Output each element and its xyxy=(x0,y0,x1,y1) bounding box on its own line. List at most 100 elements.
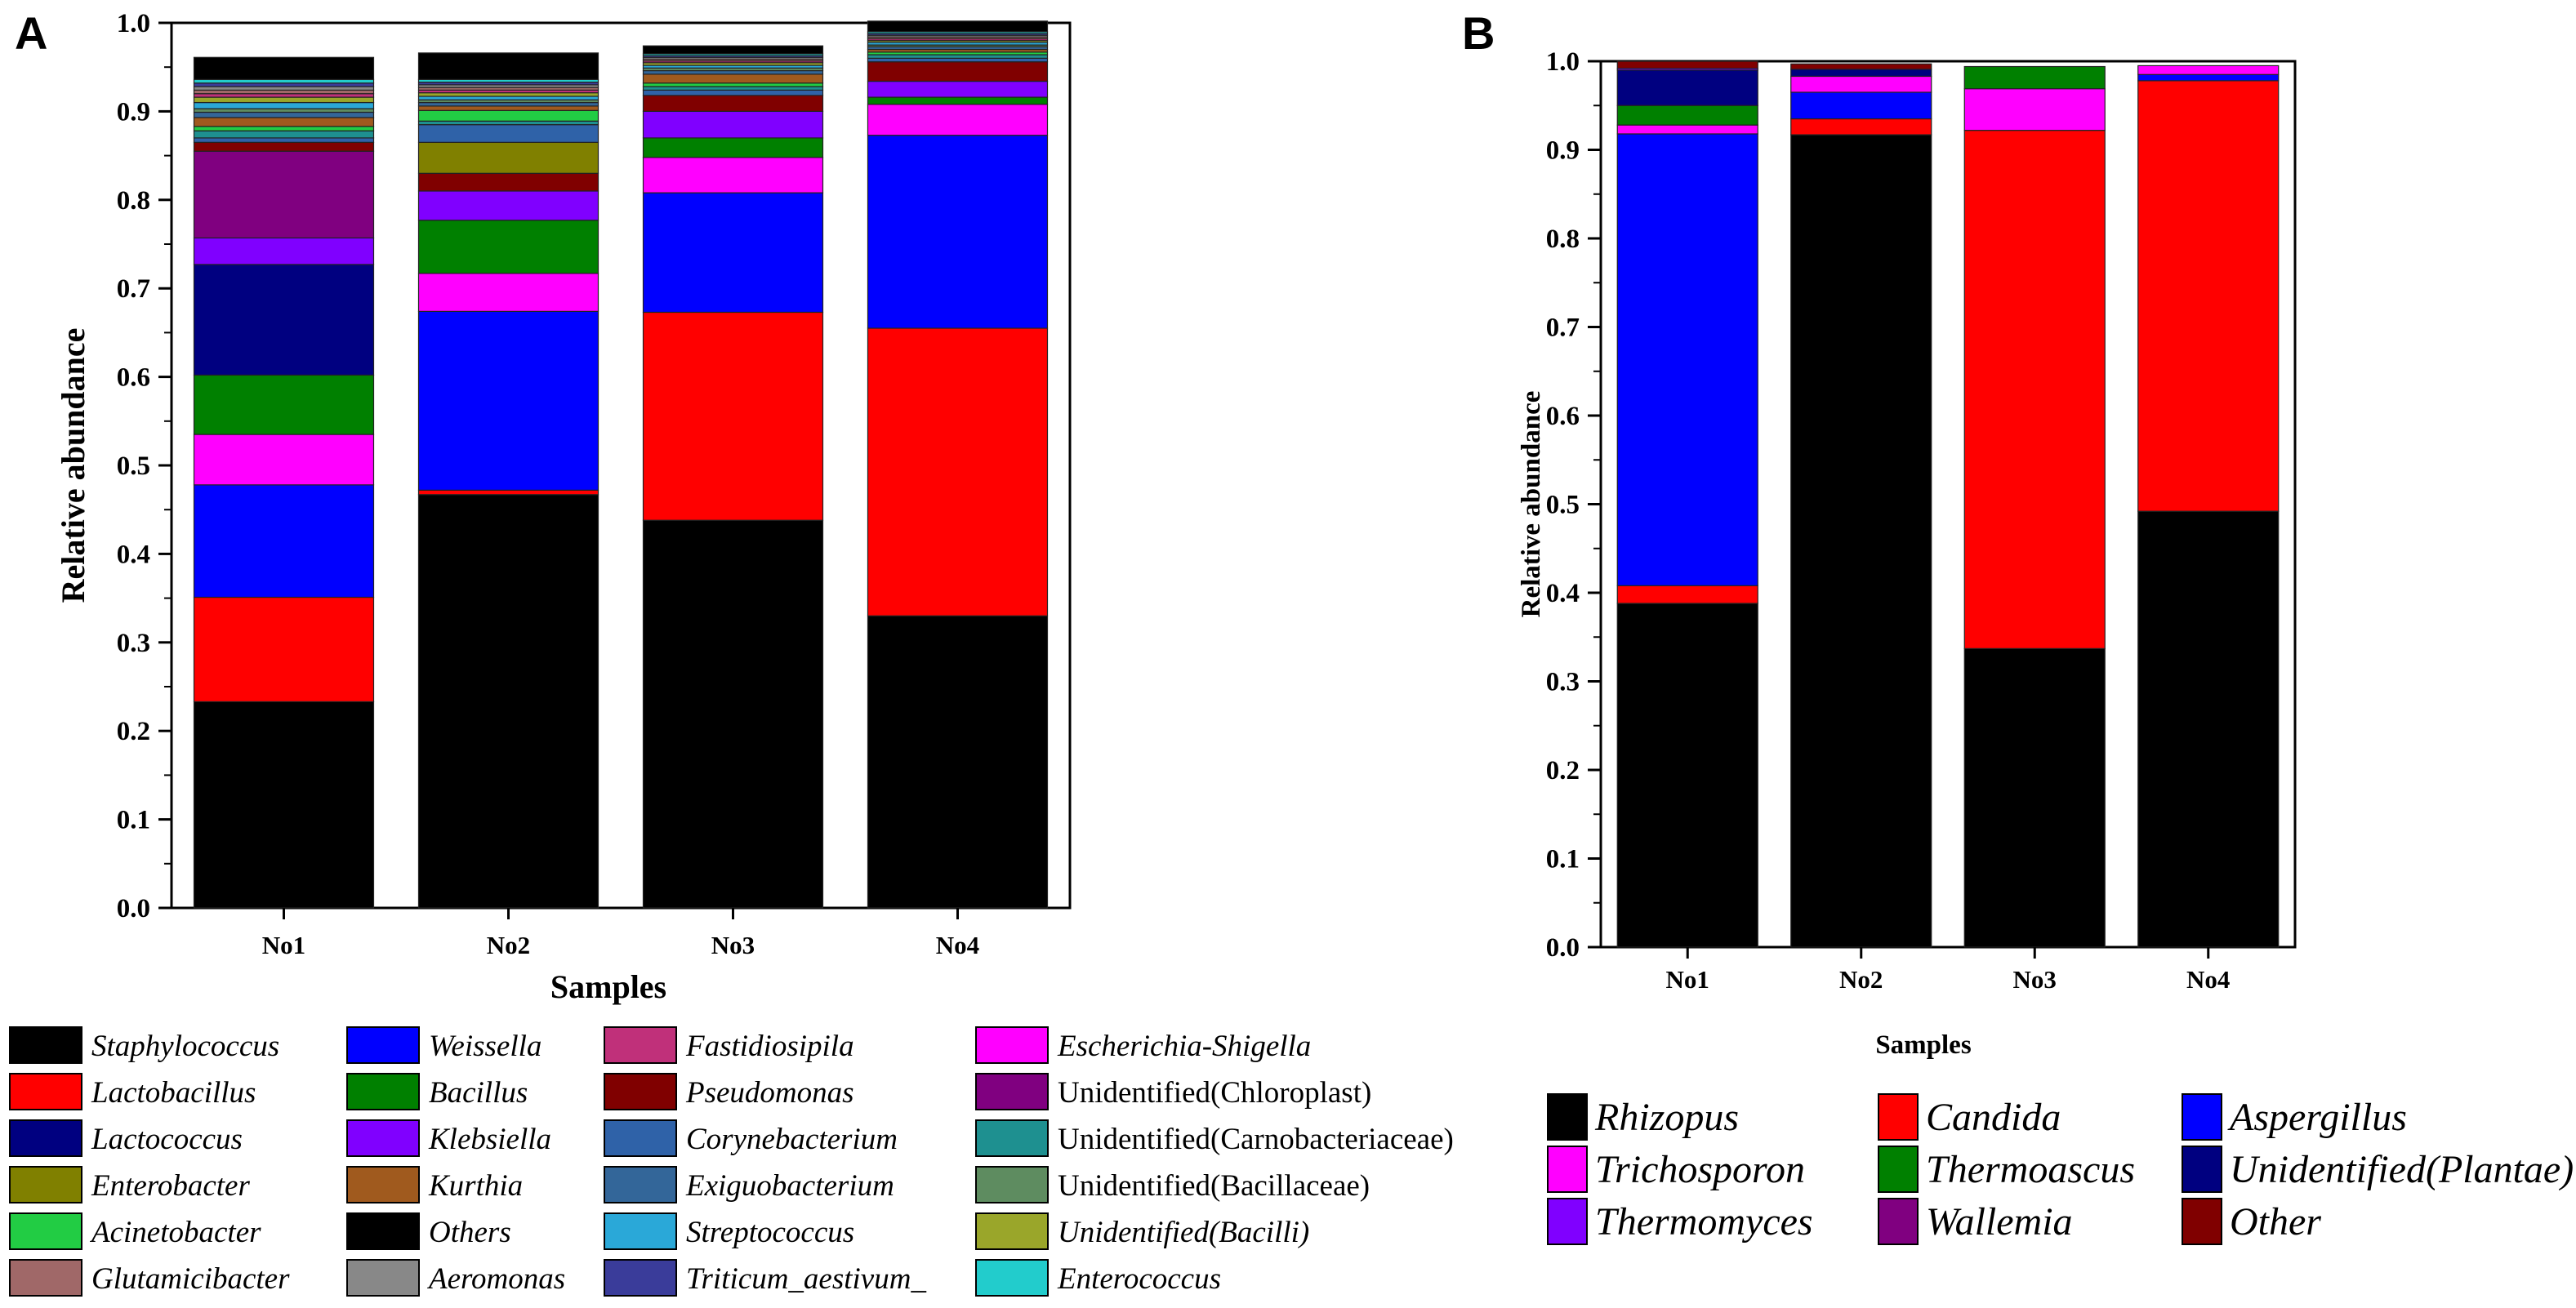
legend-item-a-klebsiella: Klebsiella xyxy=(346,1119,551,1157)
legend-swatch-b-trichosporon xyxy=(1547,1146,1588,1193)
legend-label-b-wallemia: Wallemia xyxy=(1926,1200,2073,1243)
legend-swatch-b-aspergillus xyxy=(2182,1093,2222,1141)
legend-label-a-unidentified-chloroplast: Unidentified(Chloroplast) xyxy=(1058,1076,1371,1110)
bar-segment-a-no2-corynebacterium xyxy=(417,124,599,143)
y-tick-label-b: 0.0 xyxy=(1546,933,1580,963)
bar-segment-a-no2-staphylococcus xyxy=(417,494,599,909)
legend-item-b-unidentified-plantae: Unidentified(Plantae) xyxy=(2182,1146,2574,1193)
legend-item-b-candida: Candida xyxy=(1878,1093,2061,1141)
bar-segment-a-no1-unidentified-carnobacteriaceae xyxy=(193,130,375,139)
bar-segment-a-no2-lactobacillus xyxy=(417,489,599,496)
legend-swatch-a-exiguobacterium xyxy=(604,1166,677,1203)
bar-segment-a-no1-acinetobacter xyxy=(193,126,375,131)
bar-segment-a-no1-corynebacterium xyxy=(193,137,375,143)
bar-segment-b-no3-candida xyxy=(1963,130,2106,649)
legend-item-a-exiguobacterium: Exiguobacterium xyxy=(604,1166,894,1203)
legend-item-a-aeromonas: Aeromonas xyxy=(346,1259,565,1297)
legend-swatch-a-enterobacter xyxy=(9,1166,82,1203)
bar-segment-b-no1-thermoascus xyxy=(1616,105,1758,126)
bar-segment-a-no4-klebsiella xyxy=(867,80,1049,98)
bar-segment-a-no1-aeromonas xyxy=(193,86,375,91)
legend-swatch-a-streptococcus xyxy=(604,1212,677,1250)
bar-segment-a-no3-weissella xyxy=(642,192,824,314)
bar-segment-a-no4-weissella xyxy=(867,135,1049,329)
y-tick-label-b: 0.5 xyxy=(1546,491,1580,520)
legend-swatch-b-unidentified-plantae xyxy=(2182,1146,2222,1193)
legend-label-a-others: Others xyxy=(429,1216,511,1249)
legend-swatch-a-unidentified-bacilli xyxy=(975,1212,1049,1250)
y-tick-label-b: 1.0 xyxy=(1546,47,1580,77)
legend-swatch-a-kurthia xyxy=(346,1166,420,1203)
bar-segment-a-no2-others xyxy=(417,52,599,80)
bar-segment-a-no1-streptococcus xyxy=(193,101,375,109)
x-tick-label-a-no1: No1 xyxy=(262,931,305,959)
legend-label-a-kurthia: Kurthia xyxy=(428,1169,523,1203)
bar-segment-b-no2-other xyxy=(1790,63,1932,70)
legend-swatch-a-aeromonas xyxy=(346,1259,420,1297)
legend-item-b-rhizopus: Rhizopus xyxy=(1547,1093,1739,1141)
legend-swatch-a-weissella xyxy=(346,1026,420,1064)
legend-item-b-other: Other xyxy=(2182,1198,2321,1245)
bar-segment-a-no4-bacillus xyxy=(867,96,1049,105)
bar-segment-a-no4-lactobacillus xyxy=(867,327,1049,616)
legend-item-a-staphylococcus: Staphylococcus xyxy=(9,1026,279,1064)
x-tick-label-b-no3: No3 xyxy=(2013,965,2057,994)
bar-segment-b-no1-rhizopus xyxy=(1616,603,1758,948)
bar-segment-a-no4-others xyxy=(867,20,1049,33)
legend-label-a-unidentified-bacillaceae: Unidentified(Bacillaceae) xyxy=(1058,1169,1370,1203)
y-tick-label-b: 0.8 xyxy=(1546,225,1580,254)
legend-item-a-kurthia: Kurthia xyxy=(346,1166,523,1203)
legend-item-a-unidentified-carnobacteriaceae: Unidentified(Carnobacteriaceae) xyxy=(975,1119,1454,1157)
legend-swatch-b-other xyxy=(2182,1198,2222,1245)
bar-segment-a-no3-corynebacterium xyxy=(642,89,824,96)
bar-segment-a-no1-lactococcus xyxy=(193,264,375,376)
legend-label-a-weissella: Weissella xyxy=(429,1030,541,1063)
x-axis-title-b: Samples xyxy=(1875,1030,1972,1060)
y-tick-label-a: 0.5 xyxy=(117,452,150,481)
y-tick-label-a: 0.2 xyxy=(117,717,150,746)
y-tick-label-b: 0.3 xyxy=(1546,668,1580,697)
legend-label-a-lactococcus: Lactococcus xyxy=(91,1123,243,1156)
bar-segment-a-no3-pseudomonas xyxy=(642,95,824,112)
y-tick-label-b: 0.9 xyxy=(1546,136,1580,166)
legend-item-a-unidentified-bacillaceae: Unidentified(Bacillaceae) xyxy=(975,1166,1370,1203)
legend-swatch-a-lactobacillus xyxy=(9,1073,82,1110)
legend-label-a-enterobacter: Enterobacter xyxy=(91,1169,250,1203)
bar-segment-b-no2-rhizopus xyxy=(1790,134,1932,948)
legend-swatch-a-triticum-aestivum xyxy=(604,1259,677,1297)
bar-segment-b-no1-candida xyxy=(1616,585,1758,604)
bar-segment-a-no1-pseudomonas xyxy=(193,141,375,152)
legend-item-a-unidentified-chloroplast: Unidentified(Chloroplast) xyxy=(975,1073,1371,1110)
bar-segment-a-no2-acinetobacter xyxy=(417,109,599,122)
legend-label-b-trichosporon: Trichosporon xyxy=(1595,1148,1805,1191)
legend-swatch-b-wallemia xyxy=(1878,1198,1919,1245)
y-tick-label-a: 0.9 xyxy=(117,97,150,127)
legend-swatch-b-thermomyces xyxy=(1547,1198,1588,1245)
bar-segment-b-no3-rhizopus xyxy=(1963,647,2106,948)
legend-item-a-corynebacterium: Corynebacterium xyxy=(604,1119,898,1157)
legend-item-a-others: Others xyxy=(346,1212,511,1250)
bar-segment-a-no3-kurthia xyxy=(642,73,824,84)
legend-swatch-a-unidentified-bacillaceae xyxy=(975,1166,1049,1203)
legend-swatch-a-staphylococcus xyxy=(9,1026,82,1064)
y-tick-label-b: 0.2 xyxy=(1546,756,1580,785)
bar-segment-a-no1-enterococcus xyxy=(193,78,375,84)
panel-label-b: B xyxy=(1462,7,1495,59)
legend-swatch-a-escherichia-shigella xyxy=(975,1026,1049,1064)
bar-segment-a-no3-acinetobacter xyxy=(642,82,824,87)
bar-segment-a-no2-enterobacter xyxy=(417,141,599,174)
legend-item-b-thermomyces: Thermomyces xyxy=(1547,1198,1813,1245)
legend-label-a-klebsiella: Klebsiella xyxy=(428,1123,551,1156)
legend-item-a-acinetobacter: Acinetobacter xyxy=(9,1212,261,1250)
bar-segment-a-no2-streptococcus xyxy=(417,96,599,100)
legend-label-a-lactobacillus: Lactobacillus xyxy=(91,1076,256,1110)
legend-label-a-unidentified-carnobacteriaceae: Unidentified(Carnobacteriaceae) xyxy=(1058,1123,1454,1156)
legend-item-a-enterobacter: Enterobacter xyxy=(9,1166,250,1203)
bar-segment-a-no2-escherichia-shigella xyxy=(417,273,599,312)
bar-segment-a-no3-unidentified-carnobacteriaceae xyxy=(642,86,824,91)
bar-segment-a-no1-triticum-aestivum xyxy=(193,82,375,87)
bar-segment-a-no3-klebsiella xyxy=(642,110,824,139)
legend-label-a-triticum-aestivum: Triticum_aestivum_ xyxy=(686,1262,926,1296)
legend-swatch-a-fastidiosipila xyxy=(604,1026,677,1064)
legend-label-b-rhizopus: Rhizopus xyxy=(1594,1096,1739,1139)
